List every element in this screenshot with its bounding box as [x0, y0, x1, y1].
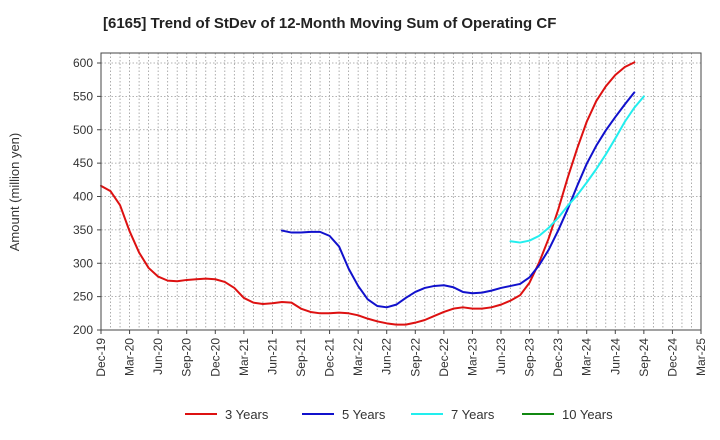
- x-tick-label: Dec-19: [94, 338, 108, 377]
- x-tick-label: Dec-22: [437, 338, 451, 377]
- x-tick-label: Sep-23: [523, 338, 537, 377]
- x-tick-label: Mar-24: [580, 338, 594, 376]
- x-tick-label: Jun-23: [494, 338, 508, 375]
- x-tick-label: Dec-23: [551, 338, 565, 377]
- y-tick-label: 400: [73, 190, 93, 204]
- series-line-7-years: [509, 95, 645, 244]
- y-tick-label: 200: [73, 323, 93, 337]
- x-tick-label: Mar-22: [351, 338, 365, 376]
- x-tick-label: Dec-24: [665, 338, 679, 377]
- y-tick-label: 600: [73, 56, 93, 70]
- legend-label: 3 Years: [225, 407, 269, 422]
- legend-label: 7 Years: [451, 407, 495, 422]
- legend-label: 5 Years: [342, 407, 386, 422]
- x-tick-label: Sep-20: [180, 338, 194, 377]
- x-tick-label: Dec-20: [208, 338, 222, 377]
- x-tick-label: Jun-24: [608, 338, 622, 375]
- y-tick-label: 250: [73, 290, 93, 304]
- y-tick-label: 350: [73, 223, 93, 237]
- x-tick-label: Mar-23: [465, 338, 479, 376]
- series-line-3-years: [100, 61, 636, 326]
- x-tick-label: Sep-21: [294, 338, 308, 377]
- series-line-5-years: [280, 91, 636, 309]
- x-tick-label: Jun-22: [380, 338, 394, 375]
- x-tick-label: Mar-21: [237, 338, 251, 376]
- x-tick-label: Jun-21: [265, 338, 279, 375]
- axes: 200 250 300 350 400 450 500 550 600 Dec-19 Mar-20 J…: [73, 56, 708, 377]
- y-tick-label: 300: [73, 256, 93, 270]
- x-tick-label: Mar-25: [694, 338, 708, 376]
- x-tick-label: Sep-22: [408, 338, 422, 377]
- y-tick-label: 550: [73, 89, 93, 103]
- y-tick-label: 500: [73, 123, 93, 137]
- y-tick-label: 450: [73, 156, 93, 170]
- grid-lines: [101, 53, 701, 330]
- x-tick-label: Mar-20: [123, 338, 137, 376]
- plot-frame: [100, 52, 702, 331]
- x-tick-label: Dec-21: [323, 338, 337, 377]
- plot-area: [101, 53, 701, 330]
- y-axis-label: Amount (million yen): [7, 133, 22, 252]
- legend: 3 Years 5 Years 7 Years 10 Years: [185, 407, 613, 422]
- series-lines: [100, 61, 645, 326]
- legend-label: 10 Years: [562, 407, 613, 422]
- x-tick-label: Sep-24: [637, 338, 651, 377]
- x-tick-label: Jun-20: [151, 338, 165, 375]
- chart-title: [6165] Trend of StDev of 12-Month Moving…: [103, 15, 556, 32]
